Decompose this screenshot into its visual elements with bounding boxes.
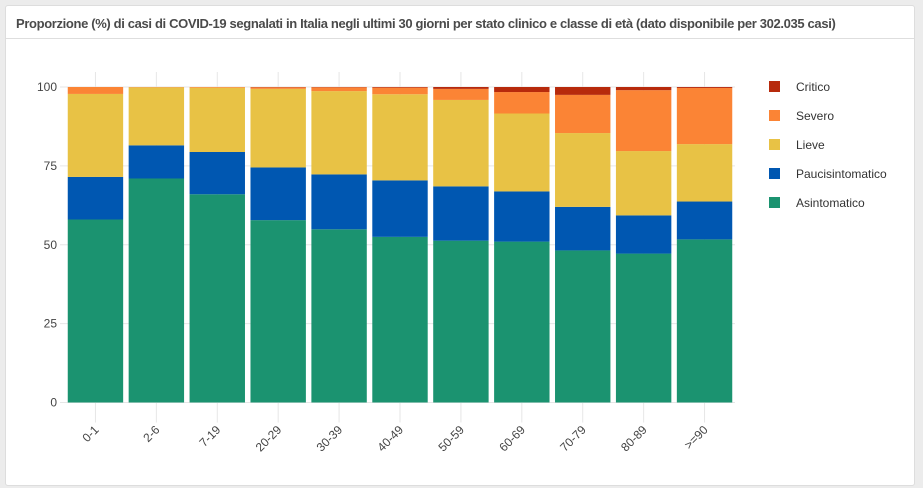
bar-segment-asintomatico [189,194,245,403]
bar-stack [494,87,550,403]
bar-segment-lieve [189,87,245,152]
legend-label: Severo [796,109,834,123]
x-tick-label: 70-79 [557,422,589,454]
x-tick-label: >=90 [681,422,710,451]
bar-segment-lieve [615,151,672,216]
bar-stack [189,87,245,403]
bar-stack [67,87,124,403]
bar-segment-lieve [494,113,550,192]
y-axis: 0 25 50 75 100 [37,80,57,410]
bar-segment-asintomatico [311,229,367,403]
bar-segment-asintomatico [433,240,489,403]
legend-label: Asintomatico [796,196,865,210]
bar-segment-lieve [676,144,733,202]
bar-segment-severo [494,92,550,114]
bar-segment-paucisintomatico [250,167,306,221]
legend-label: Paucisintomatico [796,167,887,181]
x-tick-label: 7-19 [197,423,224,450]
bar-segment-critico [372,87,428,88]
bar-segment-paucisintomatico [372,180,428,237]
bar-segment-severo [372,87,428,95]
bar-segment-paucisintomatico [433,186,489,241]
bar-segment-severo [433,88,489,100]
x-tick-label: 50-59 [435,422,467,454]
bar-stack [433,87,489,403]
legend-item: Asintomatico [769,196,865,210]
bar-segment-paucisintomatico [189,151,245,195]
bar-segment-asintomatico [676,239,733,403]
bar-segment-severo [615,90,672,152]
bar-segment-severo [67,87,124,94]
x-tick-label: 80-89 [618,422,650,454]
legend-item: Critico [769,80,830,94]
y-tick-label: 75 [44,159,58,173]
y-tick-label: 100 [37,80,57,94]
bar-stack [250,87,306,403]
legend-swatch [769,110,780,121]
bar-segment-lieve [372,94,428,181]
bar-segment-asintomatico [128,178,185,403]
bar-segment-asintomatico [372,236,428,403]
x-tick-label: 0-1 [79,422,101,444]
x-tick-label: 40-49 [375,422,407,454]
legend-swatch [769,81,780,92]
bar-segment-lieve [555,133,611,207]
bar-stack [311,87,367,403]
y-tick-label: 50 [44,238,58,252]
bar-segment-critico [494,87,550,93]
bar-segment-paucisintomatico [311,174,367,230]
bar-segment-lieve [433,99,489,187]
bar-segment-severo [555,94,611,134]
legend-label: Critico [796,80,830,94]
bar-segment-lieve [128,87,185,146]
legend-swatch [769,197,780,208]
bar-segment-asintomatico [555,250,611,403]
panel-header: Proporzione (%) di casi di COVID-19 segn… [6,6,914,39]
x-axis: 0-1 2-6 7-19 20-29 30-39 40-49 50-59 60-69 70-79… [79,422,710,454]
bar-segment-critico [615,87,672,91]
bar-stack [128,87,185,403]
bar-segment-paucisintomatico [494,191,550,242]
bar-segment-critico [676,87,733,88]
x-tick-label: 30-39 [314,422,346,454]
bar-segment-paucisintomatico [128,145,185,179]
legend-label: Lieve [796,138,825,152]
bar-segment-lieve [311,91,367,175]
legend-item: Paucisintomatico [769,167,887,181]
legend: Critico Severo Lieve Paucisintomatico Asinto… [769,80,887,210]
bar-segment-severo [250,87,306,89]
bar-segment-asintomatico [494,241,550,403]
y-tick-label: 25 [44,317,58,331]
x-tick-label: 2-6 [140,422,162,444]
x-tick-label: 20-29 [253,422,285,454]
bar-segment-severo [189,87,245,88]
bar-stack [555,87,611,403]
bar-segment-paucisintomatico [615,215,672,254]
legend-swatch [769,139,780,150]
bar-segment-asintomatico [67,219,124,403]
bar-segment-asintomatico [250,220,306,403]
bar-segment-asintomatico [615,253,672,403]
bar-segment-critico [433,87,489,89]
y-tick-label: 0 [50,396,57,410]
chart-title: Proporzione (%) di casi di COVID-19 segn… [16,16,836,31]
bars [67,87,733,403]
bar-segment-lieve [250,88,306,168]
bar-segment-paucisintomatico [555,206,611,251]
bar-segment-lieve [67,93,124,177]
bar-segment-severo [311,87,367,92]
legend-swatch [769,168,780,179]
bar-segment-paucisintomatico [67,176,124,220]
bar-segment-paucisintomatico [676,201,733,240]
bar-stack [372,87,428,403]
bar-stack [676,87,733,403]
legend-item: Severo [769,109,834,123]
bar-segment-critico [555,87,611,95]
bar-stack [615,87,672,403]
legend-item: Lieve [769,138,825,152]
bar-segment-severo [676,87,733,145]
x-tick-label: 60-69 [496,422,528,454]
